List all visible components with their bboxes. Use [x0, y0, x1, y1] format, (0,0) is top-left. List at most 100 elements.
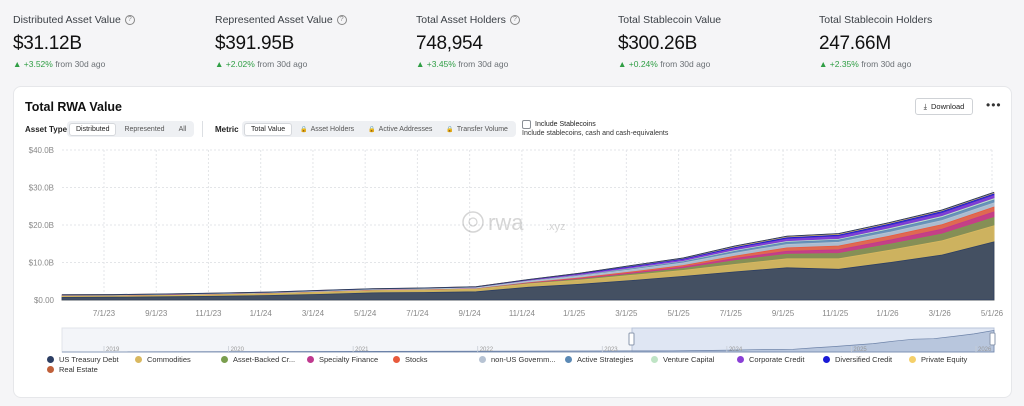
x-tick-label: 1/1/26: [876, 309, 899, 318]
more-horizontal-icon[interactable]: •••: [986, 98, 1002, 112]
rwa-area-chart[interactable]: $0.00 $10.0B $20.0B $30.0B $40.0B 7/1/23 9/1/…: [14, 142, 1013, 354]
filter-divider: [202, 121, 203, 137]
year-label: 2026: [978, 347, 992, 353]
navigator-handle-right: [989, 332, 996, 346]
stat-value: 748,954: [416, 33, 483, 54]
legend-dot: [909, 356, 916, 363]
y-tick-label: $10.0B: [29, 259, 54, 268]
legend-item[interactable]: Asset-Backed Cr...: [221, 355, 295, 364]
x-tick-label: 3/1/24: [302, 309, 325, 318]
asset-type-all[interactable]: All: [178, 125, 187, 133]
navigator-area: [61, 329, 995, 353]
stat-label: Total Stablecoin Holders: [819, 14, 933, 26]
stat-change-suffix: from 30d ago: [257, 59, 308, 69]
stat-change-suffix: from 30d ago: [660, 59, 711, 69]
legend-item[interactable]: Specialty Finance: [307, 355, 378, 364]
legend-dot: [47, 366, 54, 373]
y-tick-label: $40.0B: [29, 146, 54, 155]
metric-label: Metric: [215, 125, 239, 134]
card-title: Total RWA Value: [25, 100, 123, 114]
stat-change: ▲ +2.35%: [819, 59, 859, 69]
stat-change-suffix: from 30d ago: [458, 59, 509, 69]
y-axis: $0.00 $10.0B $20.0B $30.0B $40.0B: [29, 146, 55, 305]
stat-change-suffix: from 30d ago: [861, 59, 912, 69]
x-tick-label: 11/1/24: [509, 309, 536, 318]
asset-type-label: Asset Type: [25, 125, 68, 134]
metric-total-value[interactable]: Total Value: [244, 122, 293, 136]
legend-item[interactable]: Stocks: [393, 355, 428, 364]
legend-item[interactable]: Venture Capital: [651, 355, 714, 364]
legend-item[interactable]: US Treasury Debt: [47, 355, 119, 364]
year-label: 2025: [853, 347, 867, 353]
legend-item[interactable]: Active Strategies: [565, 355, 633, 364]
legend-dot: [307, 356, 314, 363]
download-button[interactable]: ⤓ Download: [915, 98, 973, 115]
stat-label: Represented Asset Value: [215, 14, 333, 26]
download-label: Download: [930, 102, 965, 111]
legend-dot: [47, 356, 54, 363]
legend-dot: [221, 356, 228, 363]
metric-toggle: Total Value 🔒 Asset Holders 🔒 Active Addre…: [242, 121, 516, 137]
stat-represented-asset-value: Represented Asset Value? $391.95B ▲ +2.0…: [215, 14, 347, 69]
legend-item[interactable]: Real Estate: [47, 365, 98, 374]
x-tick-label: 7/1/25: [720, 309, 743, 318]
stat-change: ▲ +3.45%: [416, 59, 456, 69]
x-tick-label: 1/1/25: [563, 309, 586, 318]
stat-change: ▲ +0.24%: [618, 59, 658, 69]
legend-dot: [737, 356, 744, 363]
x-tick-label: 1/1/24: [250, 309, 273, 318]
x-tick-label: 5/1/24: [354, 309, 377, 318]
info-icon[interactable]: ?: [124, 15, 135, 25]
watermark-text: rwa: [488, 210, 524, 235]
legend-dot: [479, 356, 486, 363]
stat-change-suffix: from 30d ago: [55, 59, 106, 69]
year-label: 2020: [231, 347, 245, 353]
total-line: [61, 191, 995, 296]
rwa-logo-icon: [462, 211, 484, 233]
x-tick-label: 5/1/25: [667, 309, 690, 318]
legend-item[interactable]: Commodities: [135, 355, 191, 364]
year-label: 2019: [106, 347, 120, 353]
y-tick-label: $30.0B: [29, 184, 54, 193]
legend-item[interactable]: non-US Governm...: [479, 355, 556, 364]
x-tick-label: 9/1/25: [772, 309, 795, 318]
include-stablecoins-checkbox[interactable]: [522, 120, 531, 129]
x-tick-label: 7/1/23: [93, 309, 116, 318]
stats-bar: Distributed Asset Value? $31.12B ▲ +3.52…: [0, 0, 1024, 80]
info-icon[interactable]: ?: [509, 15, 520, 25]
legend-dot: [135, 356, 142, 363]
asset-type-toggle: Distributed Represented All: [67, 121, 195, 137]
legend-item[interactable]: Corporate Credit: [737, 355, 804, 364]
x-tick-label: 9/1/23: [145, 309, 168, 318]
x-tick-label: 3/1/26: [929, 309, 952, 318]
metric-active-addresses[interactable]: 🔒 Active Addresses: [368, 125, 433, 133]
y-tick-label: $20.0B: [29, 221, 54, 230]
info-icon[interactable]: ?: [336, 15, 347, 25]
x-tick-label: 9/1/24: [459, 309, 482, 318]
metric-asset-holders[interactable]: 🔒 Asset Holders: [300, 125, 355, 133]
y-tick-label: $0.00: [34, 296, 55, 305]
year-label: 2021: [355, 347, 369, 353]
stat-label: Total Asset Holders: [416, 14, 506, 26]
stat-distributed-asset-value: Distributed Asset Value? $31.12B ▲ +3.52…: [13, 14, 135, 69]
asset-type-distributed[interactable]: Distributed: [69, 122, 117, 136]
legend-item[interactable]: Private Equity: [909, 355, 967, 364]
x-axis: 7/1/23 9/1/23 11/1/23 1/1/24 3/1/24 5/1/24 7/1…: [93, 309, 1004, 318]
range-navigator: 2019 2020 2021 2022 2023 2024 2025 2026: [61, 327, 996, 353]
stat-total-stablecoin-value: Total Stablecoin Value $300.26B ▲ +0.24%…: [618, 14, 721, 69]
chart-areas: [61, 191, 995, 301]
x-tick-label: 11/1/25: [822, 309, 849, 318]
include-stablecoins-description: Include stablecoins, cash and cash-equiv…: [522, 130, 669, 137]
stat-value: $391.95B: [215, 33, 294, 54]
stat-label: Total Stablecoin Value: [618, 14, 722, 26]
legend-item[interactable]: Diversified Credit: [823, 355, 892, 364]
x-tick-label: 3/1/25: [615, 309, 638, 318]
metric-transfer-volume[interactable]: 🔒 Transfer Volume: [446, 125, 508, 133]
lock-icon: 🔒: [446, 126, 454, 133]
lock-icon: 🔒: [368, 126, 376, 133]
watermark: rwa .xyz: [462, 210, 566, 235]
stat-change: ▲ +3.52%: [13, 59, 53, 69]
legend-dot: [823, 356, 830, 363]
asset-type-represented[interactable]: Represented: [124, 125, 165, 133]
stat-change: ▲ +2.02%: [215, 59, 255, 69]
